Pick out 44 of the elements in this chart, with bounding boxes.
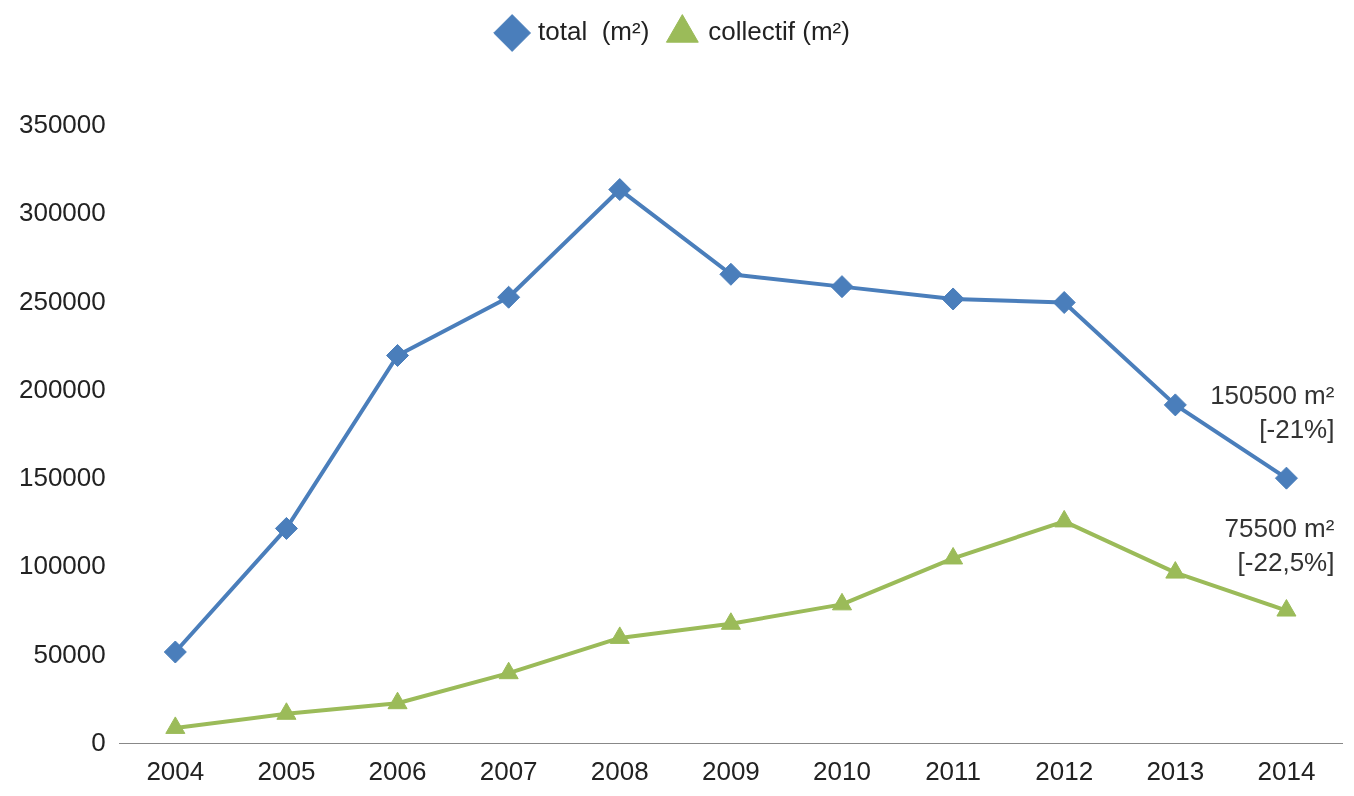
annotation: 75500 m² [-22,5%] (1224, 512, 1335, 577)
point (1276, 599, 1297, 617)
y-tick-label: 50000 (33, 638, 106, 669)
point (1165, 561, 1186, 579)
point (609, 626, 630, 644)
annotation: 150500 m² [-21%] (1210, 380, 1335, 445)
point (831, 592, 853, 611)
point (1274, 466, 1298, 490)
x-tick-label: 2006 (368, 755, 427, 786)
x-tick-label: 2007 (479, 755, 538, 786)
x-tick-label: 2004 (146, 755, 205, 786)
y-tick-label: 350000 (18, 109, 106, 140)
point (943, 546, 964, 565)
point (720, 612, 741, 630)
y-tick-label: 100000 (18, 550, 106, 581)
x-tick-label: 2014 (1257, 755, 1316, 786)
point (165, 716, 186, 734)
legend-label: collectif (m²) (708, 16, 850, 47)
point (276, 702, 297, 720)
point (387, 691, 408, 710)
point (941, 287, 965, 311)
point (497, 285, 521, 309)
x-tick-label: 2009 (701, 755, 760, 786)
point (830, 275, 854, 299)
point (719, 262, 743, 286)
y-tick-label: 150000 (18, 462, 106, 493)
x-tick-label: 2008 (590, 755, 649, 786)
point (386, 343, 410, 367)
point (498, 661, 519, 680)
x-tick-label: 2012 (1035, 755, 1094, 786)
x-tick-label: 2013 (1146, 755, 1205, 786)
x-tick-label: 2011 (925, 755, 982, 786)
legend-label: total (m²) (538, 16, 650, 47)
point (274, 516, 298, 540)
point (1163, 393, 1187, 417)
y-tick-label: 250000 (18, 285, 106, 316)
y-tick-label: 300000 (18, 197, 106, 228)
point (1054, 509, 1075, 528)
y-tick-label: 0 (91, 726, 106, 757)
x-tick-label: 2010 (813, 755, 871, 786)
point (1052, 291, 1076, 315)
point (608, 178, 632, 202)
x-tick-label: 2005 (257, 755, 316, 786)
y-tick-label: 200000 (18, 373, 106, 404)
